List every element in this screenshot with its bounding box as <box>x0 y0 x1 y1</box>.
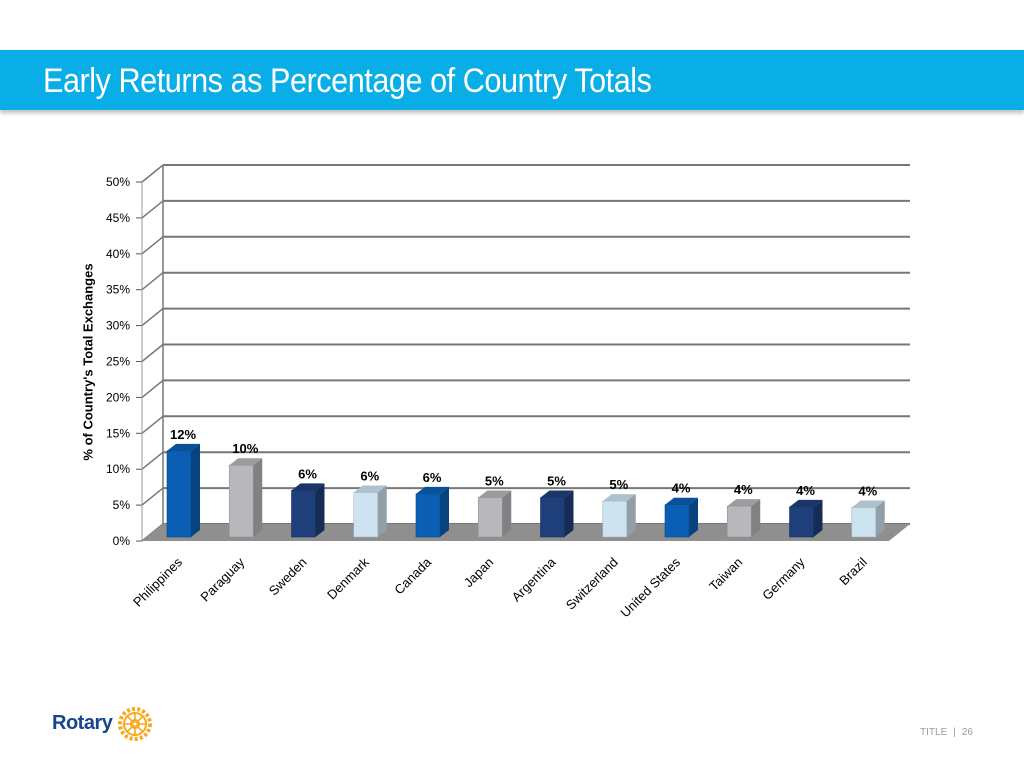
data-label: 4% <box>672 481 691 496</box>
bar <box>166 443 200 538</box>
gridline-side <box>141 487 164 506</box>
title-bar <box>0 50 1024 110</box>
bar <box>664 497 698 538</box>
data-label: 4% <box>858 484 877 499</box>
y-tick-label: 50% <box>106 175 130 189</box>
y-tick-label: 15% <box>106 426 130 440</box>
y-tick-label: 5% <box>113 498 131 512</box>
data-label: 6% <box>298 466 317 481</box>
data-label: 4% <box>734 482 753 497</box>
y-axis-label: % of Country's Total Exchanges <box>80 263 96 461</box>
x-tick-label: Argentina <box>509 554 560 605</box>
data-label: 5% <box>609 477 628 492</box>
slide-footer: TITLE | 26 <box>917 727 976 738</box>
x-tick-label: Taiwan <box>706 555 745 594</box>
gridline-side <box>141 379 164 398</box>
data-label: 10% <box>232 441 258 456</box>
gridline-side <box>141 236 164 255</box>
y-tick-label: 40% <box>106 247 130 261</box>
y-tick-label: 10% <box>106 462 130 476</box>
y-tick-label: 30% <box>106 319 130 333</box>
bar <box>726 499 761 538</box>
logo-text: Rotary <box>52 712 113 734</box>
slide-title: Early Returns as Percentage of Country T… <box>43 62 652 100</box>
x-tick-label: Denmark <box>324 554 372 602</box>
y-tick-label: 45% <box>106 211 130 225</box>
data-label: 6% <box>360 468 379 483</box>
x-tick-label: Brazil <box>836 554 870 588</box>
y-tick-label: 35% <box>106 283 130 297</box>
data-label: 6% <box>423 470 442 485</box>
gridline-side <box>141 451 164 470</box>
page-number: 26 <box>961 727 973 738</box>
x-tick-label: Switzerland <box>563 555 621 613</box>
y-tick-label: 20% <box>106 390 130 404</box>
gridline-side <box>141 200 164 219</box>
bar <box>228 458 263 538</box>
y-tick-label: 0% <box>113 534 131 548</box>
bar <box>291 483 325 538</box>
bar <box>789 499 823 538</box>
rotary-wheel-icon <box>118 707 152 741</box>
bar <box>851 500 885 538</box>
x-tick-label: Germany <box>759 554 808 603</box>
bar <box>353 485 387 538</box>
x-tick-label: Philippines <box>130 554 185 609</box>
gridline-side <box>141 343 164 363</box>
bar <box>415 486 449 538</box>
bar <box>602 494 636 538</box>
gridline-side <box>141 164 164 183</box>
y-tick-label: 25% <box>106 355 130 369</box>
data-label: 5% <box>547 474 566 489</box>
bar <box>477 490 512 538</box>
data-label: 4% <box>796 483 815 498</box>
x-tick-label: Japan <box>461 555 497 591</box>
bar <box>540 490 574 538</box>
chart-floor <box>142 524 910 541</box>
footer-label: TITLE <box>920 727 948 738</box>
x-tick-label: Sweden <box>266 555 310 599</box>
data-label: 5% <box>485 474 504 489</box>
x-tick-label: Canada <box>391 554 434 597</box>
gridline-side <box>141 415 164 434</box>
data-label: 12% <box>170 427 196 442</box>
gridline-side <box>141 308 164 327</box>
footer-separator: | <box>953 727 956 738</box>
x-tick-label: Paraguay <box>197 554 247 604</box>
gridline-side <box>141 272 164 291</box>
x-tick-label: United States <box>617 554 683 620</box>
